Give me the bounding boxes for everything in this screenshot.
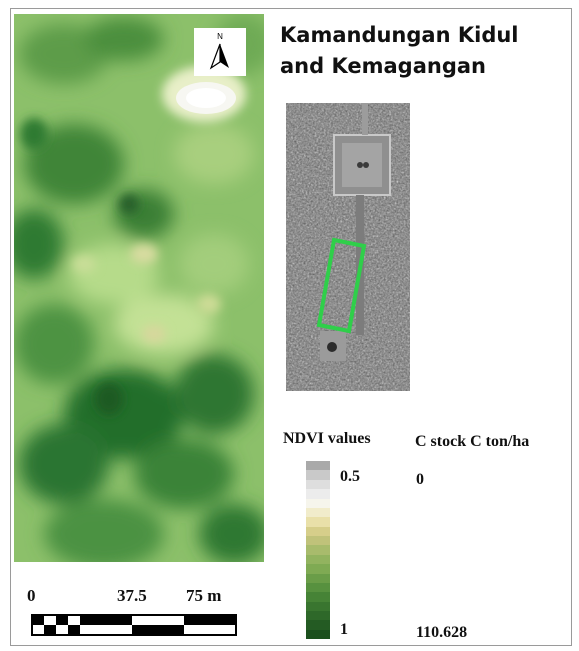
ramp-swatch-0 <box>306 461 330 471</box>
ramp-swatch-12 <box>306 573 330 583</box>
cstock-legend-title: C stock C ton/ha <box>415 433 530 450</box>
north-label: N <box>217 32 223 41</box>
ramp-swatch-18 <box>306 629 330 640</box>
map-frame <box>10 8 572 646</box>
ramp-swatch-10 <box>306 554 330 565</box>
ramp-swatch-16 <box>306 611 330 621</box>
ramp-swatch-2 <box>306 479 330 490</box>
ndvi-max-label: 0.5 <box>340 468 360 485</box>
scale-label-0: 0 <box>27 586 36 605</box>
ramp-swatch-8 <box>306 536 330 546</box>
title-line-2: and Kemagangan <box>280 54 486 78</box>
ndvi-color-ramp <box>306 461 330 640</box>
ramp-swatch-15 <box>306 601 330 611</box>
title-line-1: Kamandungan Kidul <box>280 23 519 47</box>
north-arrow-icon <box>209 43 229 70</box>
map-title: Kamandungan Kidul and Kemagangan <box>280 20 519 82</box>
satellite-inset <box>286 103 410 391</box>
ramp-swatch-7 <box>306 526 330 536</box>
ramp-swatch-3 <box>306 489 330 499</box>
cstock-low-label: 0 <box>416 471 424 488</box>
ndvi-min-label: 1 <box>340 621 348 638</box>
ramp-swatch-6 <box>306 517 330 527</box>
scale-label-1: 37.5 <box>117 586 147 605</box>
scale-bar <box>31 614 237 636</box>
ramp-swatch-9 <box>306 545 330 555</box>
ramp-swatch-17 <box>306 620 330 630</box>
ramp-swatch-14 <box>306 592 330 602</box>
cstock-high-label: 110.628 <box>416 624 468 641</box>
north-arrow: N <box>194 28 246 76</box>
ramp-swatch-5 <box>306 507 330 518</box>
ndvi-legend-title: NDVI values <box>283 430 371 447</box>
ramp-swatch-1 <box>306 470 330 480</box>
ndvi-map <box>14 14 264 562</box>
ramp-swatch-13 <box>306 582 330 593</box>
scale-label-2: 75 m <box>186 586 222 605</box>
ramp-swatch-4 <box>306 498 330 508</box>
ramp-swatch-11 <box>306 564 330 574</box>
